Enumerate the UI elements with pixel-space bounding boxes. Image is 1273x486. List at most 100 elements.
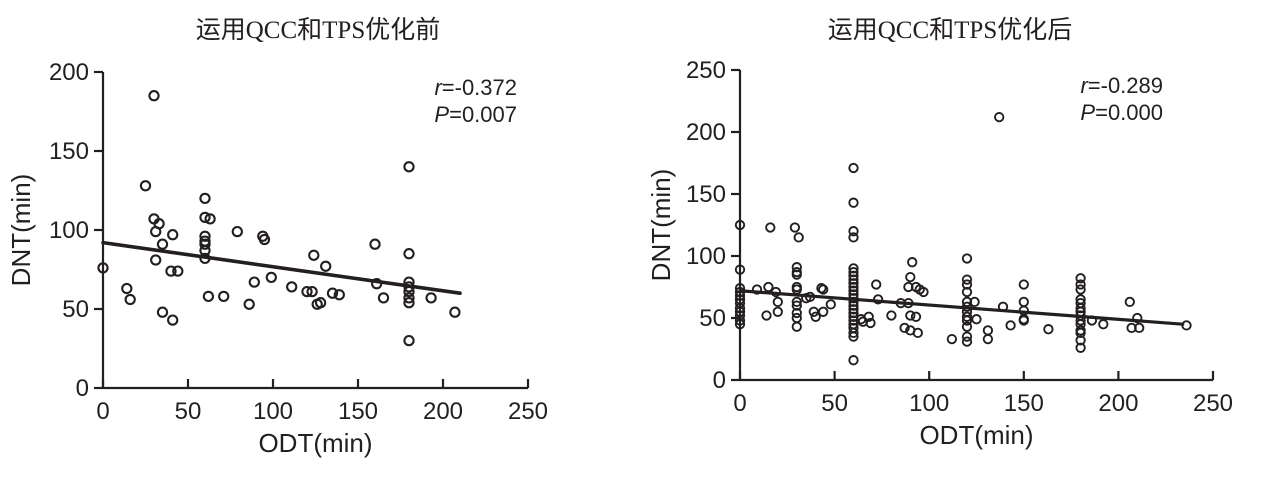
data-point [153,218,165,230]
data-point [961,311,973,322]
data-point [751,284,763,295]
data-point [863,311,874,322]
axes: 0 50 100 150 200 250 0 50 100 150 200 ODT(min) DNT(m… [6,59,548,458]
data-point [243,298,255,310]
data-point [848,232,859,243]
data-point [425,292,437,304]
data-point [961,274,973,285]
data-point [791,321,802,332]
y-tick-label: 0 [713,367,726,394]
data-point [907,257,918,268]
data-point [905,310,916,321]
data-point [761,310,772,321]
data-point [910,311,922,322]
r-value-text: r=-0.372 [434,75,517,100]
data-point [961,286,973,298]
data-point [899,322,910,334]
y-tick-label: 200 [686,119,726,146]
data-point [204,213,216,225]
y-axis-title: DNT(min) [646,169,676,282]
x-tick-label: 100 [253,398,293,425]
data-point [848,226,859,237]
data-point [1134,322,1145,334]
data-point [969,296,980,308]
data-point [1075,284,1086,295]
data-point [1124,296,1135,308]
chart-title: 运用QCC和TPS优化前 [196,16,440,44]
data-point [848,281,859,293]
data-point [199,192,211,205]
data-point [199,244,211,257]
data-point [167,229,179,241]
data-point [314,297,327,309]
data-point [1075,279,1086,290]
data-point [199,238,211,250]
chart-before: 运用QCC和TPS优化前 0 50 100 150 200 250 0 50 100 150 200 O… [6,16,548,458]
x-tick-label: 150 [1004,390,1044,417]
y-tick-label: 0 [76,375,89,402]
data-point [377,292,390,304]
data-point [793,232,804,243]
data-point [218,290,230,303]
data-point [403,292,415,304]
r-value-text: r=-0.289 [1080,73,1163,98]
data-point [124,293,136,306]
x-tick-label: 50 [821,390,848,417]
data-point [886,310,897,321]
data-point [791,269,802,280]
data-point [301,285,313,298]
data-point [848,331,859,342]
data-point [848,355,859,366]
x-tick-label: 250 [1193,390,1233,417]
data-point [848,263,859,274]
data-point [199,230,211,242]
data-point [403,161,415,173]
data-point [865,317,876,329]
data-point [156,238,169,250]
data-point [165,265,177,277]
data-point [961,321,973,332]
regression-line [738,289,1185,326]
x-tick-label: 200 [423,398,463,425]
x-tick-label: 50 [175,398,202,425]
x-axis-title: ODT(min) [919,420,1033,450]
data-point [248,276,260,288]
data-point [961,315,973,326]
data-point [1075,342,1086,353]
data-point [791,307,802,319]
y-tick-label: 50 [62,296,89,323]
data-point [97,262,109,274]
data-point [308,249,320,261]
data-points [734,111,1192,366]
data-point [403,248,415,260]
data-point [121,282,133,295]
chart-title: 运用QCC和TPS优化后 [828,16,1072,44]
x-tick-label: 100 [909,390,949,417]
data-point [202,290,215,303]
data-point [734,219,746,231]
data-point [156,306,169,318]
data-point [734,302,746,314]
y-tick-label: 150 [49,138,89,165]
data-point [231,225,243,238]
data-point [808,306,819,317]
x-tick-label: 0 [96,398,109,425]
data-point [1098,319,1109,330]
data-point [449,306,461,318]
data-point [1075,327,1086,339]
data-point [918,286,929,298]
data-point [1018,279,1029,290]
data-point [791,300,802,311]
data-point [982,333,994,345]
data-point [818,306,829,317]
y-tick-label: 150 [686,181,726,208]
y-tick-label: 50 [699,305,726,332]
x-tick-label: 200 [1098,390,1138,417]
p-value-text: P=0.007 [434,102,517,127]
data-point [265,271,277,284]
data-point [871,279,882,290]
data-point [199,211,211,224]
